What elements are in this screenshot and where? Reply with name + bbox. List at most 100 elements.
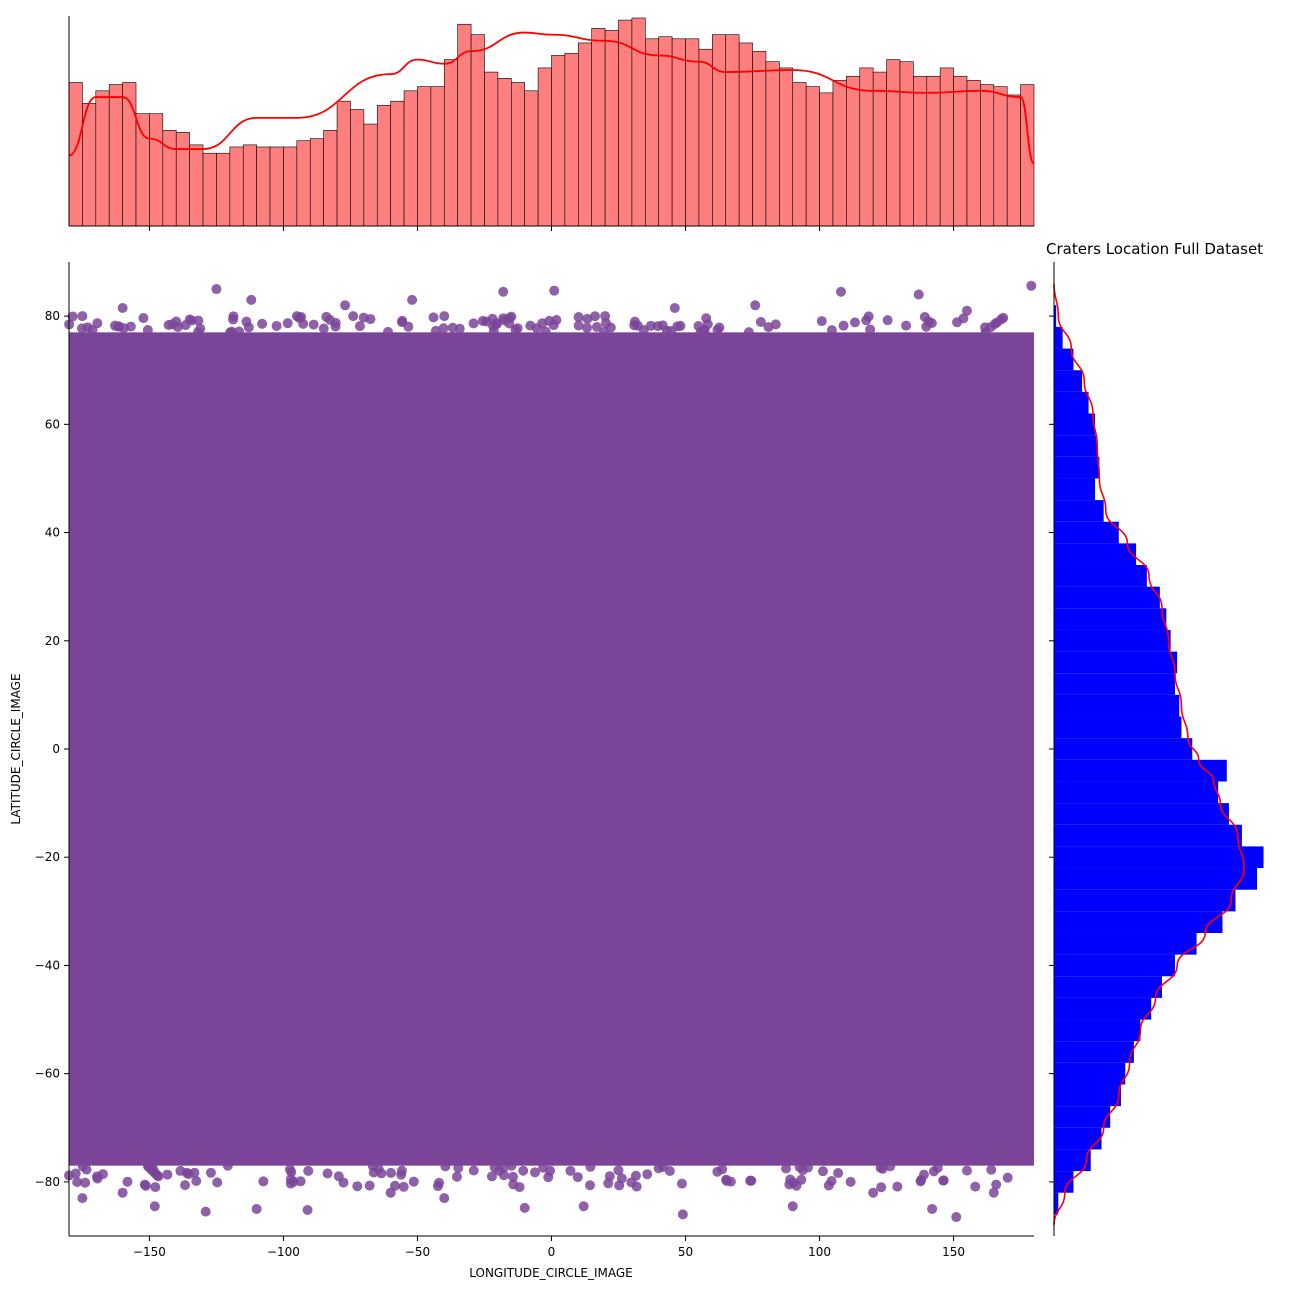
longitude-histogram-bar	[1020, 84, 1035, 227]
longitude-histogram-bar	[175, 132, 190, 227]
latitude-histogram-bar	[1054, 868, 1258, 890]
scatter-point	[868, 1187, 879, 1198]
latitude-histogram-bar	[1054, 673, 1175, 695]
longitude-histogram-bar	[604, 30, 619, 227]
scatter-point	[543, 1172, 554, 1183]
longitude-histogram-bar	[846, 75, 861, 227]
chart-title: Craters Location Full Dataset	[1046, 240, 1263, 258]
longitude-histogram-bar	[779, 67, 794, 227]
longitude-histogram-bar	[551, 55, 566, 227]
scatter-point	[318, 323, 329, 334]
longitude-histogram-bar	[685, 38, 700, 227]
scatter-point	[784, 1179, 795, 1190]
scatter-point	[797, 1165, 808, 1176]
scatter-point	[529, 1167, 540, 1178]
longitude-histogram-bar	[524, 90, 539, 227]
longitude-histogram-bar	[189, 144, 204, 227]
scatter-point	[408, 1176, 419, 1187]
latitude-histogram-bar	[1054, 1171, 1074, 1193]
latitude-histogram-bar	[1054, 1062, 1126, 1085]
longitude-histogram-bar	[564, 53, 579, 227]
scatter-point	[117, 302, 128, 313]
scatter-point	[91, 1171, 102, 1182]
y-tick-label: −80	[35, 1175, 60, 1189]
longitude-histogram-bar	[216, 152, 231, 227]
latitude-histogram-bar	[1054, 478, 1096, 501]
y-tick-label: 40	[45, 526, 60, 540]
scatter-point	[743, 327, 754, 338]
scatter-point	[714, 322, 725, 333]
longitude-histogram-bar	[350, 109, 365, 227]
latitude-histogram-bar	[1054, 326, 1063, 349]
latitude-histogram-bar	[1054, 846, 1264, 869]
scatter-point	[211, 284, 222, 295]
latitude-histogram-bar	[1054, 586, 1160, 609]
scatter-point	[676, 1178, 687, 1189]
longitude-histogram-bar	[135, 113, 150, 227]
latitude-histogram-bar	[1054, 543, 1137, 566]
scatter-point	[77, 311, 88, 322]
scatter-point	[257, 318, 268, 329]
scatter-point	[76, 323, 87, 334]
scatter-point	[572, 1172, 583, 1183]
scatter-point	[787, 1201, 798, 1212]
scatter-point	[477, 315, 488, 326]
longitude-histogram-bar	[336, 100, 351, 227]
longitude-histogram-bar	[309, 138, 324, 227]
longitude-histogram-bar	[269, 146, 284, 227]
scatter-point	[142, 325, 153, 336]
scatter-point	[153, 1171, 164, 1182]
latitude-histogram-bar	[1054, 932, 1197, 955]
longitude-histogram-bar	[497, 78, 512, 227]
x-tick-label: −150	[133, 1245, 166, 1259]
longitude-histogram-bar	[698, 48, 713, 227]
scatter-point	[200, 1206, 211, 1217]
scatter-point	[468, 318, 479, 329]
scatter-point	[193, 327, 204, 338]
scatter-point	[518, 1165, 529, 1176]
scatter-point	[385, 1187, 396, 1198]
longitude-histogram-bar	[966, 80, 981, 227]
scatter-point	[321, 311, 332, 322]
longitude-histogram-bar	[403, 90, 418, 227]
scatter-point	[988, 1187, 999, 1198]
scatter-point	[638, 325, 649, 336]
x-tick-label: 0	[548, 1245, 556, 1259]
longitude-histogram-bar	[926, 75, 941, 227]
longitude-histogram-bar	[443, 59, 458, 227]
scatter-point	[538, 1162, 549, 1173]
longitude-histogram-bar	[376, 105, 391, 227]
longitude-histogram-bar	[149, 113, 164, 227]
latitude-histogram-bar	[1054, 716, 1182, 739]
scatter-point	[225, 327, 236, 338]
longitude-histogram-bar	[470, 34, 485, 227]
latitude-histogram-bar	[1054, 803, 1229, 825]
scatter-point	[491, 318, 502, 329]
scatter-point	[354, 321, 365, 332]
longitude-histogram-bar	[484, 71, 499, 227]
latitude-histogram-bar	[1054, 1192, 1059, 1215]
scatter-point	[875, 1162, 886, 1173]
latitude-histogram-bar	[1054, 1106, 1111, 1128]
latitude-histogram-bar	[1054, 694, 1180, 717]
scatter-point	[833, 1168, 844, 1179]
latitude-histogram-bar	[1054, 435, 1098, 457]
y-axis-label: LATITUDE_CIRCLE_IMAGE	[9, 673, 23, 824]
longitude-histogram-bar	[202, 152, 217, 227]
scatter-point	[876, 1182, 887, 1193]
longitude-histogram-bar	[671, 38, 686, 227]
scatter-point	[573, 312, 584, 323]
latitude-histogram-bar	[1054, 565, 1147, 587]
scatter-dense-region	[69, 332, 1034, 1166]
scatter-point	[961, 1165, 972, 1176]
scatter-point	[308, 319, 319, 330]
x-tick-label: 150	[942, 1245, 965, 1259]
scatter-point	[246, 294, 257, 305]
longitude-histogram-bar	[242, 144, 257, 227]
scatter-point	[285, 1174, 296, 1185]
scatter-point	[573, 320, 584, 331]
scatter-point	[333, 1171, 344, 1182]
scatter-point	[258, 1176, 269, 1187]
latitude-histogram-bar	[1054, 781, 1219, 804]
scatter-point	[1026, 280, 1037, 291]
